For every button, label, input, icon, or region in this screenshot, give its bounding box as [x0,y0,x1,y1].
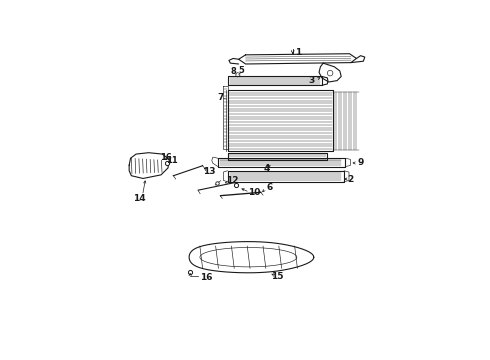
Text: 1: 1 [295,48,302,57]
Text: 12: 12 [226,176,239,185]
Text: 6: 6 [266,183,272,192]
Text: 4: 4 [264,164,270,173]
Text: 8: 8 [230,67,236,76]
Text: 2: 2 [347,175,353,184]
Text: 14: 14 [133,194,145,203]
Text: 11: 11 [166,156,178,165]
Text: 13: 13 [203,167,215,176]
Text: 9: 9 [357,158,364,167]
Text: 16: 16 [160,153,172,162]
Text: 16: 16 [200,273,213,282]
Text: 15: 15 [271,273,284,282]
Text: 5: 5 [239,66,245,75]
Text: 10: 10 [248,188,260,197]
Text: 7: 7 [218,93,224,102]
Text: 3: 3 [308,76,315,85]
